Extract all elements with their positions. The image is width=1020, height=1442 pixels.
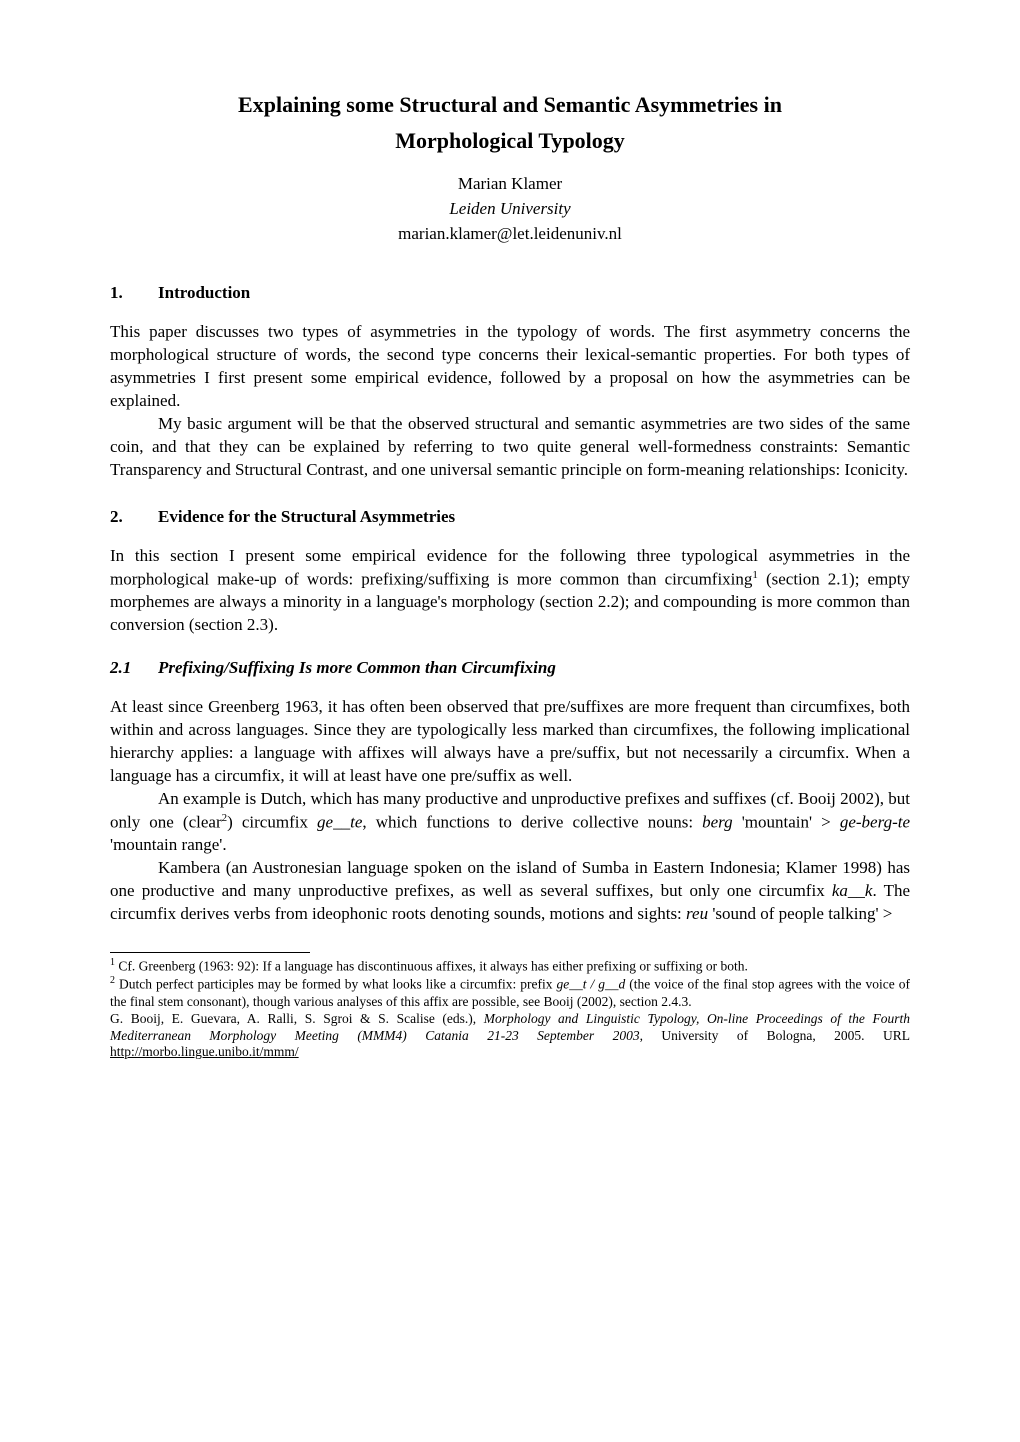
proceedings-footer: G. Booij, E. Guevara, A. Ralli, S. Sgroi… [110, 1011, 910, 1062]
section-1-number: 1. [110, 282, 158, 305]
proc-a: G. Booij, E. Guevara, A. Ralli, S. Sgroi… [110, 1011, 484, 1026]
subsection-21-heading: 2.1Prefixing/Suffixing Is more Common th… [110, 657, 910, 680]
subsection-21-para-1: At least since Greenberg 1963, it has of… [110, 696, 910, 788]
sub21-p3c: 'sound of people talking' > [708, 904, 892, 923]
proc-url: http://morbo.lingue.unibo.it/mmm/ [110, 1044, 299, 1059]
footnote-2-text-a: Dutch perfect participles may be formed … [115, 977, 556, 992]
sub21-p3-ital1: ka__k [832, 881, 873, 900]
sub21-p3-ital2: reu [686, 904, 708, 923]
affiliation: Leiden University [110, 198, 910, 221]
sub21-p3a: Kambera (an Austronesian language spoken… [110, 858, 910, 900]
proc-b: , University of Bologna, 2005. URL [640, 1028, 910, 1043]
sub21-p2-ital3: ge-berg-te [840, 812, 910, 831]
footnote-divider [110, 952, 310, 953]
author-email: marian.klamer@let.leidenuniv.nl [110, 223, 910, 246]
sub21-p2-ital2: berg [702, 812, 733, 831]
section-2-number: 2. [110, 506, 158, 529]
section-1-heading: 1.Introduction [110, 282, 910, 305]
title-line-1: Explaining some Structural and Semantic … [110, 90, 910, 120]
footnote-1: 1 Cf. Greenberg (1963: 92): If a languag… [110, 957, 910, 975]
footnote-1-text: Cf. Greenberg (1963: 92): If a language … [115, 959, 748, 974]
footnote-2-ital: ge__t / g__d [556, 977, 625, 992]
subsection-21-para-3: Kambera (an Austronesian language spoken… [110, 857, 910, 926]
section-2-heading: 2.Evidence for the Structural Asymmetrie… [110, 506, 910, 529]
sub21-p2b: ) circumfix [227, 812, 317, 831]
section-2-title: Evidence for the Structural Asymmetries [158, 507, 455, 526]
section-1-title: Introduction [158, 283, 250, 302]
sub21-p2-ital1: ge__te [317, 812, 362, 831]
sub21-p2d: 'mountain' > [733, 812, 840, 831]
subsection-21-number: 2.1 [110, 657, 158, 680]
sub21-p2e: 'mountain range'. [110, 835, 227, 854]
section-1-para-2: My basic argument will be that the obser… [110, 413, 910, 482]
sub21-p2c: , which functions to derive collective n… [362, 812, 702, 831]
title-line-2: Morphological Typology [110, 126, 910, 156]
section-1-para-1: This paper discusses two types of asymme… [110, 321, 910, 413]
footnote-2: 2 Dutch perfect participles may be forme… [110, 975, 910, 1010]
subsection-21-title: Prefixing/Suffixing Is more Common than … [158, 658, 556, 677]
author-name: Marian Klamer [110, 173, 910, 196]
section-2-para-1: In this section I present some empirical… [110, 545, 910, 637]
subsection-21-para-2: An example is Dutch, which has many prod… [110, 788, 910, 857]
